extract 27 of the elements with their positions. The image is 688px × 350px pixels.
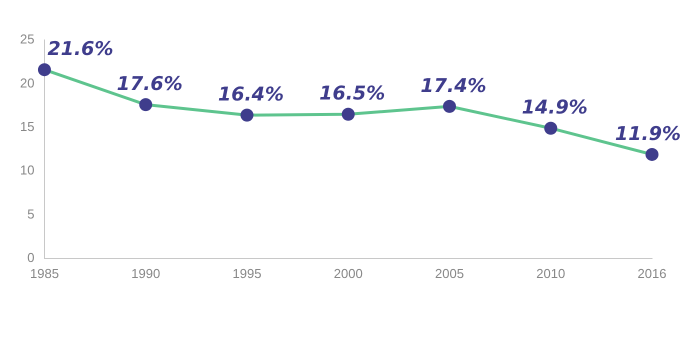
x-tick-label: 2005 [435,266,464,281]
data-label: 17.6% [116,73,183,96]
data-label: 16.4% [218,84,284,106]
x-tick-label: 2000 [334,266,363,281]
data-label: 11.9% [615,122,681,145]
y-tick-label: 15 [20,118,34,134]
data-label: 17.4% [420,74,486,97]
y-tick-label: 25 [20,32,34,47]
point [544,122,558,135]
data-label: 14.9% [522,96,588,119]
x-tick-label: 2016 [638,266,666,281]
point [38,63,51,76]
point [342,108,355,121]
data-label: 21.6% [48,38,114,60]
y-tick-label: 5 [27,206,34,222]
data-label: 16.5% [319,82,386,105]
y-tick-label: 0 [27,250,34,265]
y-tick-label: 20 [20,75,34,90]
point [646,148,658,161]
y-tick-label: 10 [20,162,34,178]
point [240,108,254,122]
x-tick-label: 1995 [232,266,262,281]
point [442,100,456,113]
x-tick-label: 1990 [131,266,160,281]
x-tick-label: 1985 [30,266,59,281]
point [139,98,152,112]
x-tick-label: 2010 [536,266,566,281]
